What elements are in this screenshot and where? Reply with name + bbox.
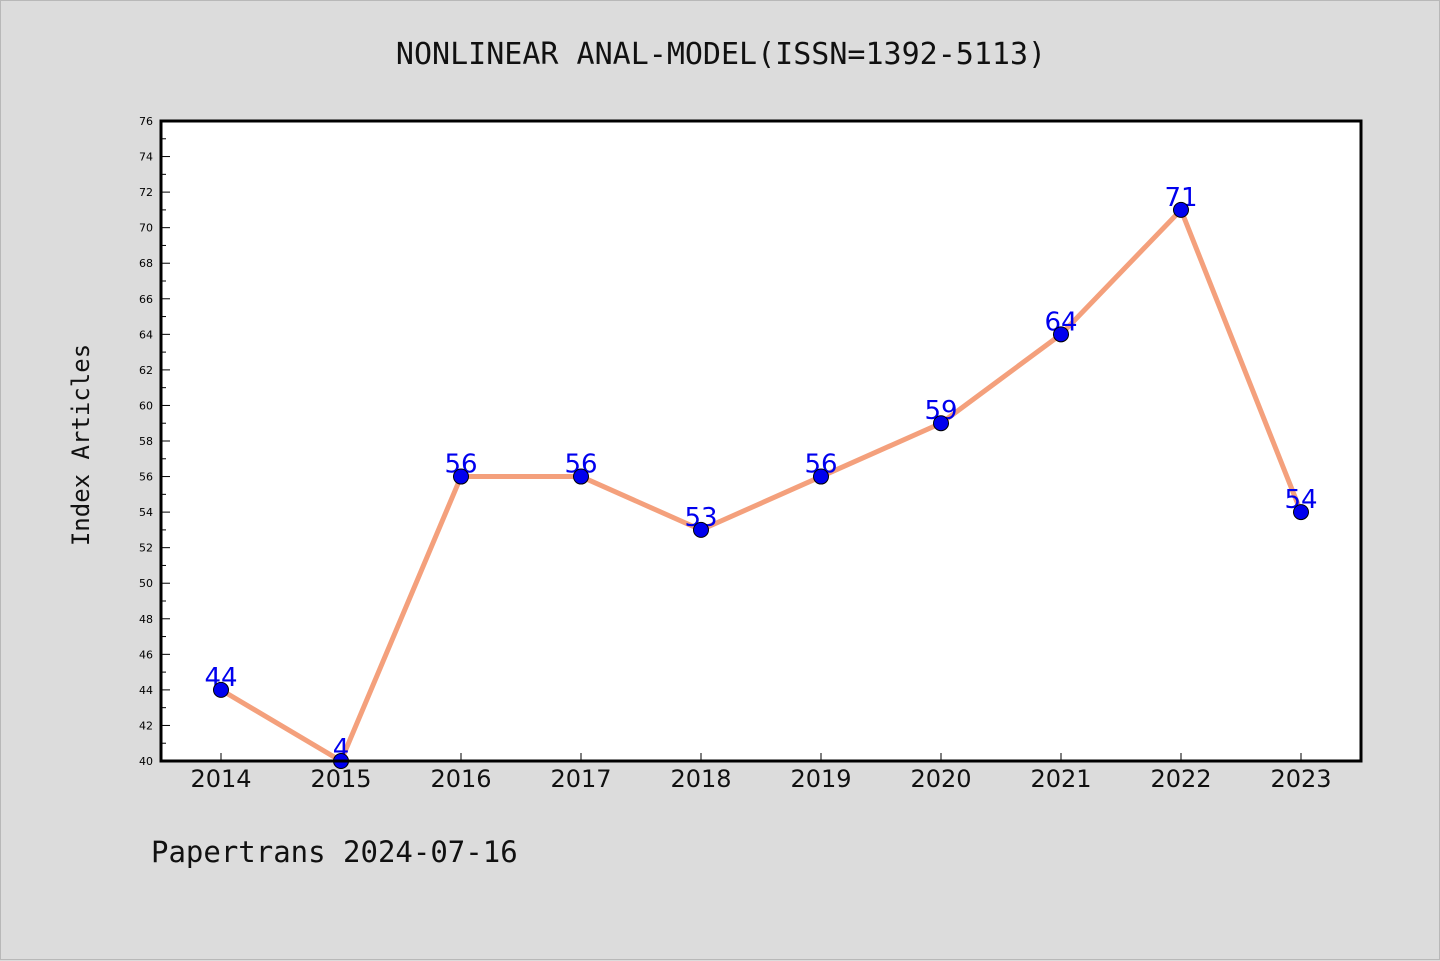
- y-tick-label: 56: [139, 471, 153, 484]
- y-tick-label: 48: [139, 613, 153, 626]
- x-tick-label: 2022: [1150, 765, 1211, 793]
- y-tick-label: 44: [139, 684, 153, 697]
- y-tick-label: 58: [139, 435, 153, 448]
- y-tick-label: 68: [139, 257, 153, 270]
- y-tick-label: 54: [139, 506, 153, 519]
- x-tick-label: 2015: [310, 765, 371, 793]
- data-point: [1053, 326, 1069, 343]
- y-tick-label: 50: [139, 577, 153, 590]
- y-tick-label: 60: [139, 399, 153, 412]
- data-point: [1173, 201, 1189, 218]
- y-tick-label: 70: [139, 222, 153, 235]
- x-tick-label: 2014: [190, 765, 251, 793]
- x-tick-label: 2023: [1270, 765, 1331, 793]
- data-point: [453, 468, 469, 485]
- data-point: [573, 468, 589, 485]
- data-point: [933, 415, 949, 432]
- y-tick-label: 40: [139, 755, 153, 768]
- x-tick-label: 2016: [430, 765, 491, 793]
- x-tick-label: 2018: [670, 765, 731, 793]
- y-tick-label: 62: [139, 364, 153, 377]
- y-tick-label: 52: [139, 542, 153, 555]
- x-tick-label: 2019: [790, 765, 851, 793]
- y-tick-label: 74: [139, 151, 153, 164]
- y-tick-label: 66: [139, 293, 153, 306]
- data-point: [1293, 504, 1309, 521]
- y-tick-label: 72: [139, 186, 153, 199]
- y-tick-label: 42: [139, 719, 153, 732]
- y-tick-label: 76: [139, 115, 153, 128]
- x-tick-label: 2017: [550, 765, 611, 793]
- series-line: [218, 207, 1304, 764]
- y-tick-label: 64: [139, 328, 153, 341]
- footer-credit: Papertrans 2024-07-16: [151, 835, 518, 869]
- data-point: [213, 681, 229, 698]
- data-point: [693, 521, 709, 538]
- plot-frame: [159, 119, 1363, 763]
- data-point: [813, 468, 829, 485]
- chart-title: NONLINEAR ANAL-MODEL(ISSN=1392-5113): [395, 37, 1047, 72]
- x-tick-label: 2020: [910, 765, 971, 793]
- y-tick-label: 46: [139, 648, 153, 661]
- x-tick-label: 2021: [1030, 765, 1091, 793]
